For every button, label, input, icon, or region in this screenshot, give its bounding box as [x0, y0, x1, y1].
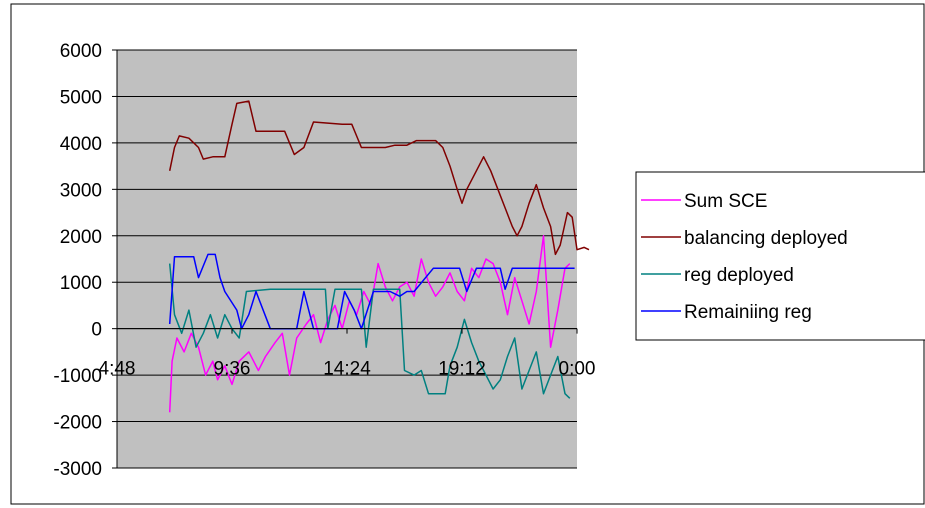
plot-area — [117, 50, 577, 468]
y-tick-label: 4000 — [60, 134, 102, 155]
x-tick-label: 4:48 — [99, 359, 136, 380]
y-tick-label: 2000 — [60, 227, 102, 248]
axes — [112, 49, 578, 469]
y-tick-labels: 6000 5000 4000 3000 2000 1000 0 -1000 -2000 -3000 — [53, 41, 102, 480]
legend-label: balancing deployed — [684, 228, 848, 249]
legend-box — [635, 171, 925, 341]
legend-items: Sum SCE balancing deployed reg deployed Rem… — [641, 191, 848, 323]
x-tick-label: 0:00 — [559, 359, 596, 380]
y-tick-label: 0 — [91, 320, 102, 341]
y-tick-label: -2000 — [53, 413, 102, 434]
x-tick-label: 19:12 — [438, 359, 486, 380]
y-tick-label: 3000 — [60, 180, 102, 201]
x-tick-labels: 4:48 9:36 14:24 19:12 0:00 — [99, 359, 596, 380]
y-tick-label: 5000 — [60, 87, 102, 108]
y-tick-label: -3000 — [53, 459, 102, 480]
series-layer — [168, 100, 590, 413]
legend-label: Remainiing reg — [684, 302, 812, 323]
legend: Sum SCE balancing deployed reg deployed Rem… — [635, 171, 925, 341]
legend-label: Sum SCE — [684, 191, 767, 212]
x-tick-label: 14:24 — [323, 359, 371, 380]
x-tick-label: 9:36 — [214, 359, 251, 380]
series-line — [168, 263, 571, 399]
y-tick-label: 6000 — [60, 41, 102, 62]
legend-label: reg deployed — [684, 265, 794, 286]
series-line — [168, 100, 590, 256]
y-tick-label: -1000 — [53, 366, 102, 387]
y-tick-label: 1000 — [60, 273, 102, 294]
